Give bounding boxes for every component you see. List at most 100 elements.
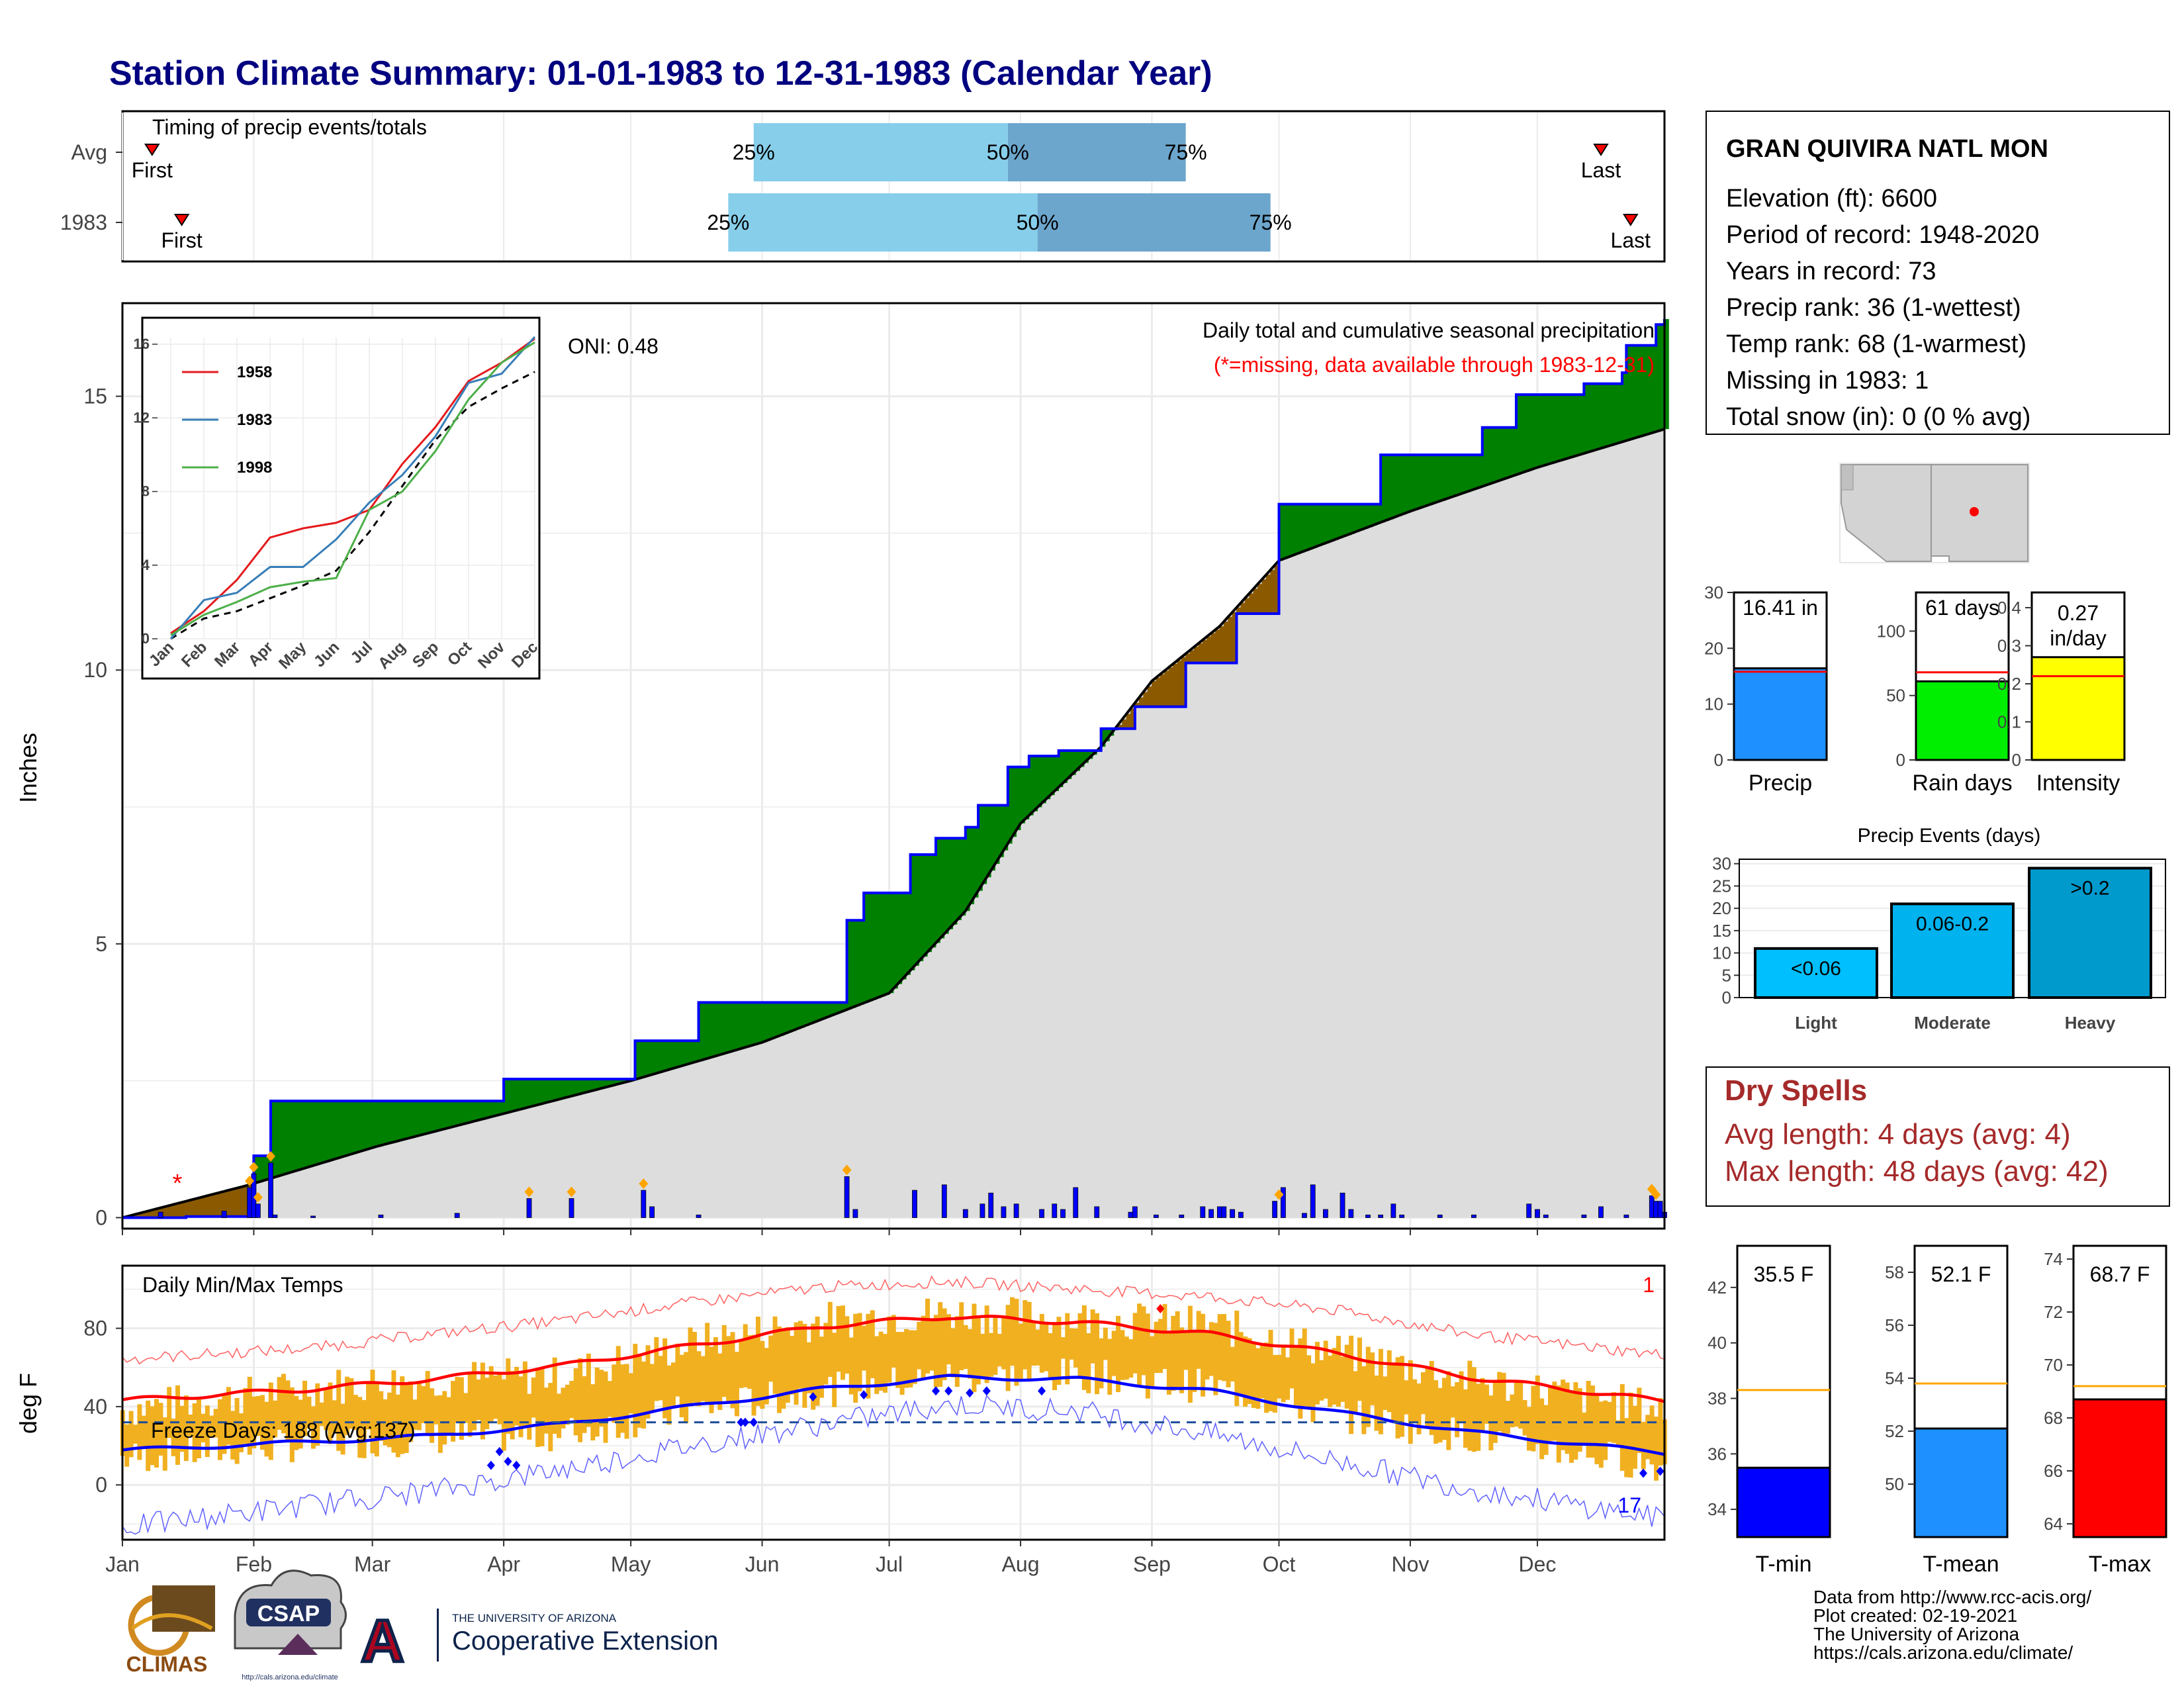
daily-temp-bar xyxy=(1437,1387,1443,1442)
deficit-strip xyxy=(1206,636,1212,663)
summary-tick-label: 0.2 xyxy=(1997,674,2021,694)
climas-logo: CLIMAS xyxy=(126,1585,215,1676)
daily-temp-bar xyxy=(1226,1321,1231,1387)
daily-temp-bar xyxy=(895,1331,901,1388)
surplus-strip xyxy=(617,1079,623,1084)
daily-precip-bar xyxy=(649,1206,655,1218)
daily-temp-bar xyxy=(1446,1371,1451,1450)
surplus-strip xyxy=(919,855,924,962)
daily-temp-bar xyxy=(1132,1313,1138,1374)
station-line: Precip rank: 36 (1-wettest) xyxy=(1726,294,2021,322)
daily-precip-bar xyxy=(1200,1206,1206,1218)
daily-temp-bar xyxy=(421,1385,426,1423)
last-event-label: Last xyxy=(1581,158,1621,182)
surplus-strip xyxy=(974,827,979,898)
surplus-strip xyxy=(283,1101,289,1175)
surplus-strip xyxy=(931,855,936,948)
record-low-diamond xyxy=(966,1388,974,1398)
daily-temp-bar xyxy=(1526,1407,1531,1451)
daily-temp-bar xyxy=(1522,1399,1527,1436)
surplus-strip xyxy=(990,805,996,871)
daily-temp-bar xyxy=(1183,1331,1189,1370)
surplus-strip xyxy=(889,892,894,994)
footer-line: The University of Arizona xyxy=(1813,1624,2020,1644)
surplus-strip xyxy=(1392,455,1398,518)
surplus-strip xyxy=(1452,455,1457,497)
month-tick-label: Apr xyxy=(487,1552,520,1576)
surplus-strip xyxy=(410,1101,416,1138)
surplus-strip xyxy=(300,1101,305,1170)
surplus-strip xyxy=(940,838,945,939)
surplus-strip xyxy=(1325,504,1330,543)
deficit-strip xyxy=(1134,702,1140,707)
surplus-strip xyxy=(1338,504,1343,539)
daily-temp-bar xyxy=(459,1377,464,1440)
daily-temp-bar xyxy=(239,1413,244,1452)
daily-temp-bar xyxy=(1081,1305,1087,1390)
daily-precip-bar xyxy=(1060,1209,1066,1218)
daily-temp-bar xyxy=(853,1313,858,1403)
first-event-label: First xyxy=(132,158,173,182)
daily-temp-bar xyxy=(1179,1327,1185,1393)
daily-temp-bar xyxy=(1611,1392,1616,1443)
surplus-strip xyxy=(1024,767,1030,820)
deficit-strip xyxy=(1181,657,1187,707)
surplus-strip xyxy=(1401,455,1406,515)
surplus-strip xyxy=(427,1101,432,1134)
deficit-strip xyxy=(1138,697,1144,707)
surplus-strip xyxy=(385,1101,390,1145)
daily-temp-bar xyxy=(815,1316,820,1406)
surplus-strip xyxy=(287,1101,293,1174)
deficit-strip xyxy=(1160,674,1165,707)
daily-temp-bar xyxy=(319,1402,324,1427)
surplus-strip xyxy=(1279,504,1284,561)
daily-temp-bar xyxy=(573,1368,578,1436)
surplus-strip xyxy=(584,1079,589,1093)
timing-bar-early xyxy=(728,193,1038,252)
daily-temp-bar xyxy=(531,1377,536,1418)
surplus-strip xyxy=(702,1002,707,1060)
daily-temp-bar xyxy=(1459,1371,1464,1422)
daily-precip-bar xyxy=(1526,1203,1532,1218)
daily-temp-bar xyxy=(582,1376,587,1433)
daily-temp-bar xyxy=(1556,1385,1561,1463)
daily-temp-bar xyxy=(366,1382,371,1430)
events-bar xyxy=(1890,902,2015,999)
oni-label: ONI: 0.48 xyxy=(568,334,659,358)
daily-temp-bar xyxy=(404,1384,409,1453)
daily-temp-bar xyxy=(1264,1342,1269,1413)
daily-temp-bar xyxy=(1213,1323,1218,1395)
daily-temp-bar xyxy=(205,1405,210,1458)
daily-temp-bar xyxy=(1281,1346,1286,1403)
deficit-strip xyxy=(1147,686,1152,707)
daily-temp-bar xyxy=(128,1411,134,1458)
daily-precip-bar xyxy=(1094,1206,1100,1218)
surplus-strip xyxy=(529,1079,534,1107)
surplus-strip xyxy=(681,1041,686,1066)
timing-panel: Timing of precip events/totals Avg 25% 50%… xyxy=(60,110,1666,263)
daily-precip-bar xyxy=(1649,1195,1655,1218)
surplus-strip xyxy=(1439,455,1445,501)
daily-temp-bar xyxy=(497,1372,502,1425)
daily-temp-bar xyxy=(1145,1313,1150,1399)
summary-bar-fill xyxy=(2030,656,2126,761)
surplus-strip xyxy=(588,1079,593,1092)
surplus-strip xyxy=(1367,504,1373,528)
station-line: Period of record: 1948-2020 xyxy=(1726,221,2039,249)
mountain-icon xyxy=(278,1634,318,1655)
daily-temp-bar xyxy=(1484,1384,1489,1424)
surplus-strip xyxy=(677,1041,682,1068)
events-tick-label: 5 xyxy=(1722,965,1731,985)
daily-temp-bar xyxy=(984,1305,989,1383)
surplus-strip xyxy=(944,838,949,934)
daily-temp-bar xyxy=(158,1403,163,1456)
surplus-strip xyxy=(817,1002,822,1021)
daily-temp-bar xyxy=(543,1387,549,1434)
record-high-diamond xyxy=(1156,1304,1165,1314)
daily-temp-bar xyxy=(1158,1319,1163,1374)
daily-temp-bar xyxy=(878,1331,884,1391)
daily-temp-bar xyxy=(1365,1346,1371,1427)
daily-temp-bar xyxy=(463,1393,469,1423)
surplus-strip xyxy=(1549,395,1555,464)
